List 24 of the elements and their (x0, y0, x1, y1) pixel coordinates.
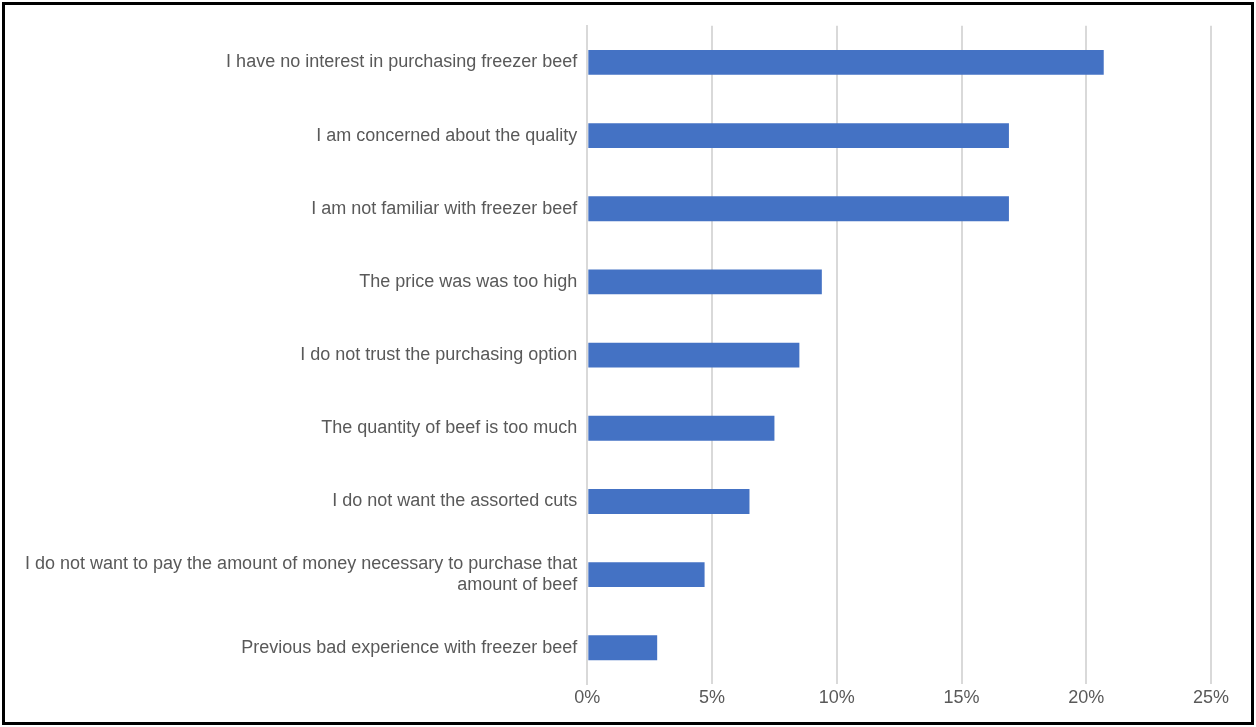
x-tick-label: 15% (943, 687, 980, 708)
x-tick-label: 5% (699, 687, 726, 708)
y-tick-label: The quantity of beef is too much (321, 417, 578, 438)
x-tick-label: 10% (818, 687, 855, 708)
y-tick-label: I have no interest in purchasing freezer beef (226, 51, 579, 72)
y-tick-label: I do not trust the purchasing option (300, 344, 578, 365)
bar (588, 123, 1009, 149)
y-tick-label: The price was was too high (359, 270, 578, 291)
bar (588, 196, 1009, 222)
bar (588, 489, 750, 514)
bar (588, 49, 1104, 75)
x-tick-label: 25% (1192, 687, 1230, 708)
y-tick-label: I am not familiar with freezer beef (311, 197, 579, 218)
y-tick-label: Previous bad experience with freezer beef (241, 636, 579, 657)
y-tick-label: I do not want to pay the amount of money necessary to purchase that amount of beef (24, 552, 579, 595)
bar (588, 635, 658, 661)
bar (588, 269, 822, 295)
bar (588, 415, 775, 441)
bar (588, 562, 705, 588)
y-tick-label: I am concerned about the quality (316, 124, 578, 145)
x-tick-label: 0% (574, 687, 601, 708)
y-tick-label: I do not want the assorted cuts (332, 490, 578, 511)
x-tick-label: 20% (1068, 687, 1105, 708)
bar (588, 342, 800, 368)
